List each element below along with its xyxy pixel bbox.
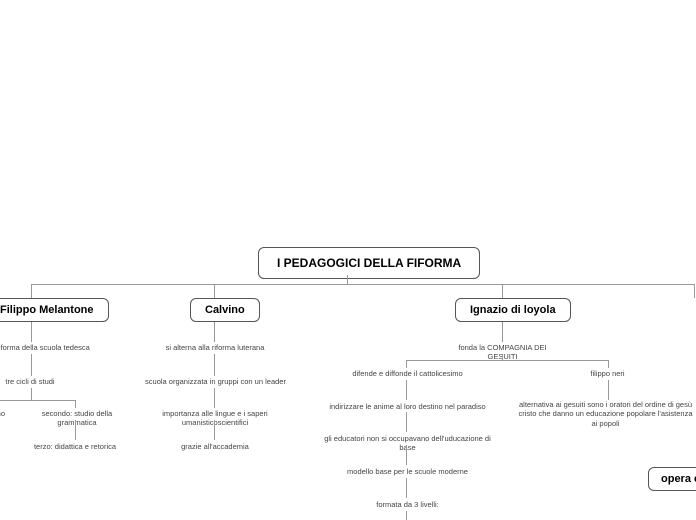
branch-label: Ignazio di loyola: [470, 304, 556, 316]
leaf-alterna-luterana: si alterna alla riforma luterana: [160, 343, 270, 352]
leaf-tre-cicli: tre cicli di studi: [0, 377, 60, 386]
branch-ignazio-loyola: Ignazio di loyola: [455, 298, 571, 322]
root-label: I PEDAGOGICI DELLA FIFORMA: [277, 256, 461, 270]
branch-label: Calvino: [205, 304, 245, 316]
leaf-scuola-gruppi: scuola organizzata in gruppi con un lead…: [143, 377, 288, 386]
connector: [214, 420, 215, 440]
connector: [406, 445, 407, 465]
leaf-filippo-neri: filippo neri: [585, 369, 630, 378]
connector: [75, 420, 76, 440]
connector: [694, 284, 695, 298]
leaf-secondo-grammatica: secondo: studio della grammatica: [22, 409, 132, 428]
connector: [608, 380, 609, 400]
branch-opera-edu: opera edu: [648, 467, 696, 491]
leaf-ino: ino: [0, 409, 10, 418]
leaf-indirizzare-anime: indirizzare le anime al loro destino nel…: [325, 402, 490, 411]
connector: [214, 354, 215, 376]
connector: [31, 284, 32, 298]
connector: [347, 275, 348, 284]
connector: [406, 360, 608, 361]
root-node: I PEDAGOGICI DELLA FIFORMA: [258, 247, 480, 279]
connector: [406, 380, 407, 400]
connector: [502, 322, 503, 342]
connector: [406, 412, 407, 432]
leaf-importanza-lingue: importanza alle lingue e i saperi umanis…: [130, 409, 300, 428]
connector: [214, 284, 215, 298]
branch-filippo-melantone: Filippo Melantone: [0, 298, 109, 322]
connector: [31, 322, 32, 342]
leaf-formata-livelli: formata da 3 livelli:: [365, 500, 450, 509]
connector: [31, 388, 32, 400]
connector: [31, 284, 694, 285]
leaf-educatori-base: gli educatori non si occupavano dell'udu…: [320, 434, 495, 453]
connector: [406, 511, 407, 520]
leaf-modello-base: modello base per le scuole moderne: [340, 467, 475, 476]
connector: [406, 360, 407, 368]
connector: [31, 354, 32, 376]
leaf-difende-cattolicesimo: difende e diffonde il cattolicesimo: [345, 369, 470, 378]
connector: [502, 284, 503, 298]
connector: [0, 400, 75, 401]
connector: [608, 360, 609, 368]
leaf-grazie-accademia: grazie all'accademia: [175, 442, 255, 451]
connector: [214, 322, 215, 342]
connector: [214, 388, 215, 408]
branch-label: Filippo Melantone: [0, 304, 94, 316]
leaf-terzo-didattica: terzo: didattica e retorica: [30, 442, 120, 451]
connector: [75, 400, 76, 408]
leaf-riforma-tedesca: a riforma della scuola tedesca: [0, 343, 90, 352]
connector: [406, 478, 407, 498]
branch-label: opera edu: [661, 473, 696, 485]
branch-calvino: Calvino: [190, 298, 260, 322]
leaf-alternativa-gesuiti: alternativa ai gesuiti sono i oratori de…: [518, 400, 693, 428]
